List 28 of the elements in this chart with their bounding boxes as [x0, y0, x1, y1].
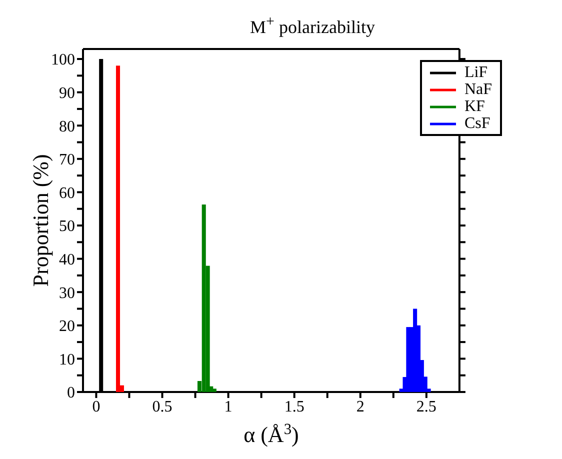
x-tick-label: 2 — [356, 398, 364, 416]
legend-label: KF — [464, 98, 485, 115]
bar — [413, 308, 418, 392]
y-tick-label: 20 — [59, 318, 75, 336]
legend-label: NaF — [464, 81, 492, 98]
y-tick-label: 80 — [59, 118, 75, 136]
y-tick-label: 70 — [59, 152, 75, 169]
y-tick-label: 10 — [59, 351, 75, 368]
chart-title: M$^{+}$ polarizability — [249, 13, 376, 38]
x-tick-label: 2.5 — [416, 398, 436, 416]
x-tick-label: 1 — [224, 398, 232, 416]
y-tick-label: 100 — [51, 52, 75, 69]
x-tick-label: 1.5 — [284, 398, 304, 416]
x-tick-label: 0 — [92, 398, 100, 416]
y-tick-label: 30 — [59, 284, 75, 302]
y-tick-label: 40 — [59, 251, 75, 268]
y-axis-title: Proportion (%) — [28, 154, 53, 287]
y-tick-label: 50 — [59, 218, 75, 236]
x-tick-label: 0.5 — [152, 398, 172, 416]
legend-label: LiF — [464, 64, 488, 81]
bar — [116, 66, 120, 392]
legend-label: CsF — [464, 115, 490, 132]
bar — [202, 204, 206, 392]
y-tick-label: 90 — [59, 84, 75, 102]
y-tick-label: 0 — [67, 384, 75, 402]
bar — [212, 388, 216, 392]
x-axis-title: α (Å$^{3}$) — [244, 420, 299, 447]
y-tick-label: 60 — [59, 184, 75, 202]
